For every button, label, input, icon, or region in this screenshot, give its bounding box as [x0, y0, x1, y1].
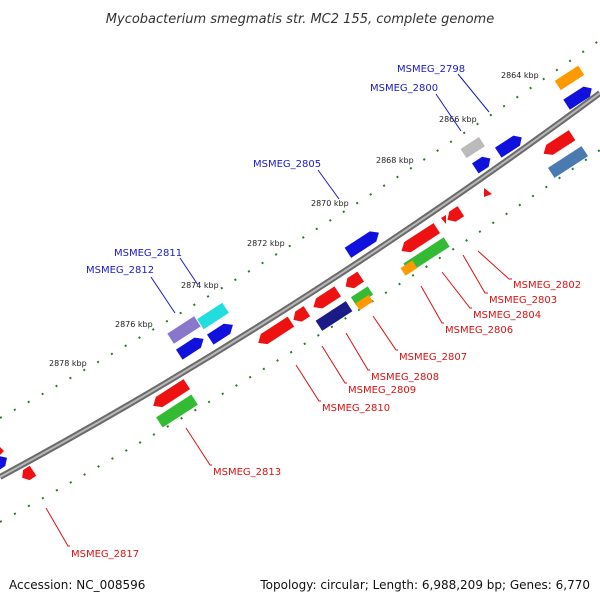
- gene-label-2817[interactable]: MSMEG_2817: [71, 549, 139, 560]
- leader-2812: [150, 276, 176, 314]
- leader-2813: [185, 427, 212, 466]
- leader-2805: [317, 169, 340, 200]
- outer-track-ring: [0, 39, 600, 419]
- gene-blue-2799[interactable]: [563, 83, 595, 110]
- gene-red-2810b[interactable]: [290, 306, 311, 325]
- accession-label: Accession: NC_008596: [9, 578, 146, 592]
- gene-label-2804[interactable]: MSMEG_2804: [473, 310, 541, 321]
- leader-2817: [45, 507, 70, 547]
- gene-cyan-2811[interactable]: [197, 302, 229, 330]
- gene-label-2813[interactable]: MSMEG_2813: [213, 467, 281, 478]
- gene-red-2809[interactable]: [310, 286, 342, 312]
- tick-label-2878: 2878 kbp: [49, 359, 87, 368]
- reverse-gene-labels: MSMEG_2802 MSMEG_2803 MSMEG_2804 MSMEG_2…: [71, 280, 581, 560]
- leader-2810: [295, 364, 321, 402]
- gene-red-edge[interactable]: [0, 447, 4, 455]
- gene-purple-2812[interactable]: [167, 316, 201, 344]
- leader-2798: [457, 73, 490, 113]
- reverse-genes: [0, 130, 589, 483]
- tick-label-2866: 2866 kbp: [439, 115, 477, 124]
- map-title: Mycobacterium smegmatis str. MC2 155, co…: [106, 12, 494, 27]
- gene-red-2817[interactable]: [19, 465, 37, 483]
- gene-label-2810[interactable]: MSMEG_2810: [322, 403, 390, 414]
- leader-2806: [420, 285, 444, 324]
- gene-orange-2806[interactable]: [400, 260, 418, 276]
- leader-2802: [477, 250, 512, 280]
- gene-label-2808[interactable]: MSMEG_2808: [371, 372, 439, 383]
- leader-2809: [321, 345, 347, 384]
- gene-red-2802[interactable]: [444, 206, 465, 225]
- leader-2803: [462, 254, 488, 294]
- gene-blue-2812b[interactable]: [175, 334, 207, 360]
- leader-2811: [179, 257, 199, 286]
- gene-label-2802[interactable]: MSMEG_2802: [513, 280, 581, 291]
- reverse-leader-lines: [45, 250, 512, 547]
- forward-gene-labels: MSMEG_2798 MSMEG_2800 MSMEG_2805 MSMEG_2…: [86, 64, 465, 276]
- tick-label-2874: 2874 kbp: [181, 281, 219, 290]
- gene-label-2806[interactable]: MSMEG_2806: [445, 325, 513, 336]
- gene-label-2798[interactable]: MSMEG_2798: [397, 64, 465, 75]
- leader-2804: [441, 271, 472, 309]
- gene-blue-2801[interactable]: [494, 132, 525, 158]
- gene-label-2803[interactable]: MSMEG_2803: [489, 295, 557, 306]
- gene-red-2813[interactable]: [150, 379, 191, 411]
- gene-label-2807[interactable]: MSMEG_2807: [399, 352, 467, 363]
- tick-label-2870: 2870 kbp: [311, 199, 349, 208]
- gene-blue-2818[interactable]: [0, 453, 10, 471]
- gene-red-2802b[interactable]: [441, 215, 446, 224]
- leader-2808: [345, 332, 370, 371]
- tick-label-2872: 2872 kbp: [247, 239, 285, 248]
- tick-label-2876: 2876 kbp: [115, 320, 153, 329]
- gene-red-2807[interactable]: [342, 271, 364, 292]
- gene-orange-2808[interactable]: [355, 294, 374, 311]
- genome-backbone-highlight: [0, 92, 600, 478]
- forward-genes: [0, 65, 595, 471]
- gene-navy-2808[interactable]: [315, 301, 353, 331]
- gene-blue-2800[interactable]: [472, 154, 494, 174]
- gene-red-small-2801[interactable]: [484, 188, 492, 197]
- forward-leader-lines: [150, 73, 490, 314]
- leader-2807: [372, 315, 398, 351]
- gene-blue-2805[interactable]: [344, 228, 383, 258]
- gene-label-2812[interactable]: MSMEG_2812: [86, 265, 154, 276]
- gene-green-2813[interactable]: [156, 394, 198, 428]
- inner-track-ring: [0, 149, 600, 523]
- gene-red-2810[interactable]: [255, 316, 295, 348]
- gene-gray-2798[interactable]: [460, 136, 485, 159]
- gene-label-2800[interactable]: MSMEG_2800: [370, 83, 438, 94]
- gene-green-2807[interactable]: [350, 286, 374, 306]
- gene-label-2805[interactable]: MSMEG_2805: [253, 159, 321, 170]
- gene-green-2804[interactable]: [403, 237, 450, 273]
- gene-label-2809[interactable]: MSMEG_2809: [348, 385, 416, 396]
- gene-steel-2799s[interactable]: [547, 146, 589, 178]
- gene-red-2803[interactable]: [398, 223, 441, 256]
- gene-label-2811[interactable]: MSMEG_2811: [114, 248, 182, 259]
- gene-red-2799r[interactable]: [540, 130, 576, 159]
- tick-label-2864: 2864 kbp: [501, 71, 539, 80]
- topology-label: Topology: circular; Length: 6,988,209 bp…: [260, 578, 590, 592]
- leader-2800: [435, 93, 462, 132]
- tick-label-2868: 2868 kbp: [376, 156, 414, 165]
- gene-blue-2810b[interactable]: [206, 320, 236, 345]
- gene-orange-2797[interactable]: [554, 65, 585, 91]
- tick-labels: 2864 kbp 2866 kbp 2868 kbp 2870 kbp 2872…: [49, 71, 539, 368]
